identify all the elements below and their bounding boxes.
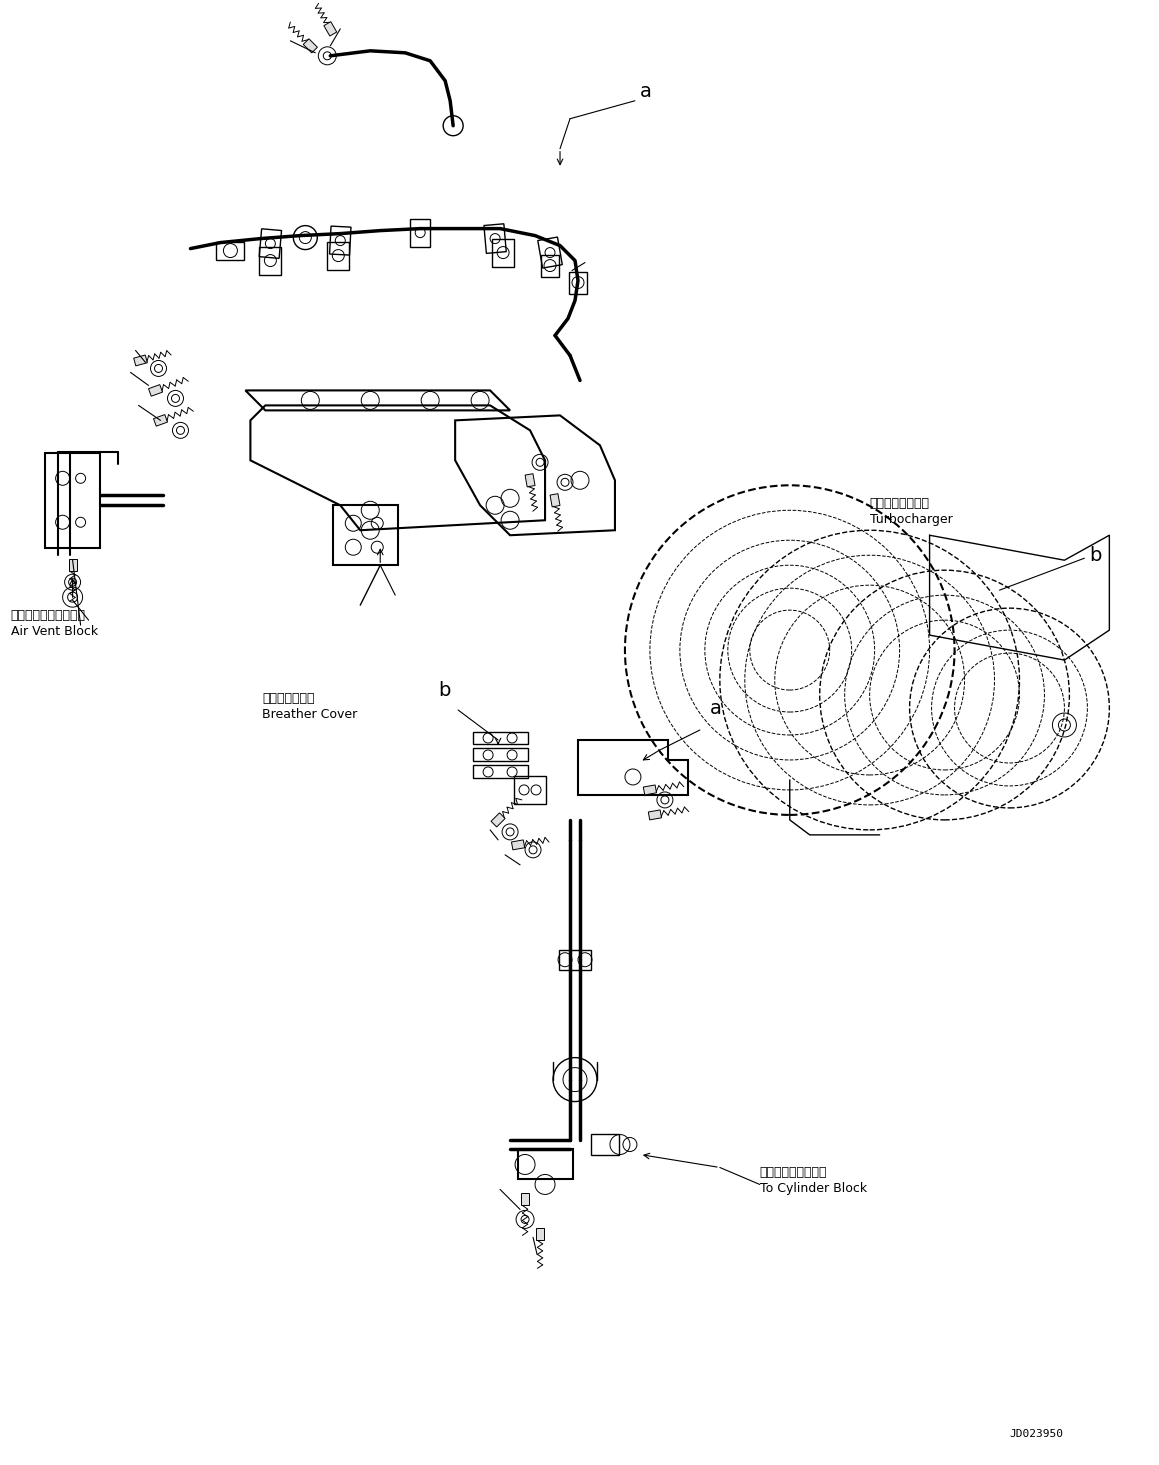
Polygon shape	[511, 839, 525, 850]
Bar	[217, 242, 245, 259]
Text: ブリーザカバー: ブリーザカバー	[262, 691, 315, 705]
Bar	[260, 246, 282, 274]
Polygon shape	[643, 785, 656, 795]
Text: Turbocharger: Turbocharger	[869, 513, 953, 526]
Bar	[518, 1150, 573, 1179]
Text: b: b	[438, 681, 450, 700]
Bar	[559, 949, 591, 970]
Bar	[515, 776, 546, 804]
Text: a: a	[640, 82, 651, 101]
Polygon shape	[148, 385, 162, 396]
Bar	[473, 749, 527, 762]
Polygon shape	[153, 415, 168, 426]
Polygon shape	[537, 1229, 544, 1241]
Bar	[569, 271, 586, 293]
Bar	[333, 505, 398, 565]
Bar	[473, 765, 527, 778]
Polygon shape	[68, 560, 76, 571]
Polygon shape	[304, 38, 318, 53]
Text: シリンダブロックへ: シリンダブロックへ	[760, 1166, 828, 1179]
Bar	[45, 453, 100, 548]
Text: エアーベントブロック: エアーベントブロック	[10, 609, 86, 623]
Text: To Cylinder Block: To Cylinder Block	[760, 1182, 867, 1195]
Text: Breather Cover: Breather Cover	[262, 708, 358, 721]
Text: Air Vent Block: Air Vent Block	[10, 626, 97, 639]
Polygon shape	[522, 1194, 529, 1206]
Polygon shape	[491, 813, 505, 826]
Bar	[541, 255, 559, 277]
Text: JD023950: JD023950	[1009, 1430, 1064, 1439]
Text: b: b	[1089, 546, 1102, 565]
Bar	[327, 242, 349, 270]
Polygon shape	[133, 355, 147, 366]
Polygon shape	[323, 22, 337, 37]
Polygon shape	[525, 473, 535, 486]
Polygon shape	[551, 494, 560, 507]
Text: ターボチャージャ: ターボチャージャ	[869, 497, 930, 510]
Polygon shape	[648, 810, 662, 820]
Text: a: a	[709, 699, 722, 718]
Bar	[591, 1134, 619, 1156]
Bar	[473, 731, 527, 744]
Bar	[493, 239, 515, 267]
